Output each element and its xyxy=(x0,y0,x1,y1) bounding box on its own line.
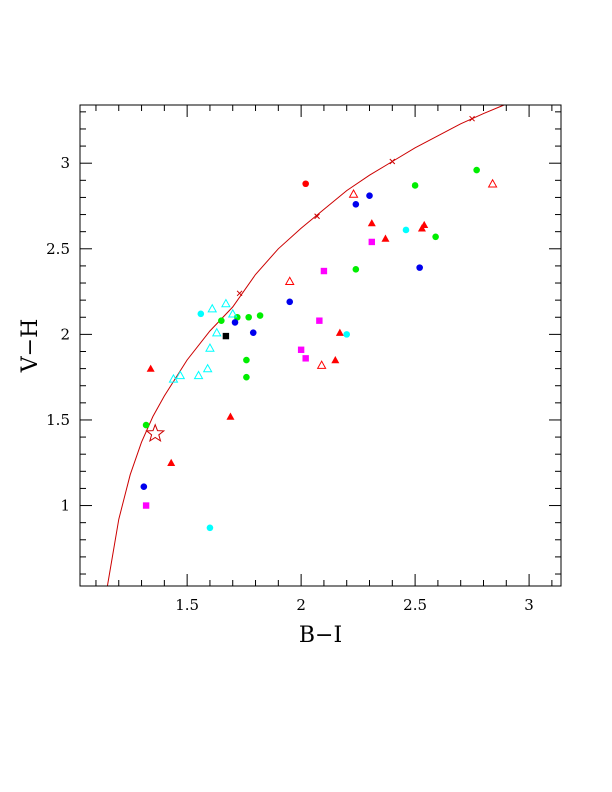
red-filled-circle-point xyxy=(302,180,309,188)
red-filled-triangle-point xyxy=(381,234,390,242)
magenta-filled-square-point xyxy=(320,267,328,275)
green-filled-circle-point xyxy=(142,421,150,429)
red-open-triangle-point xyxy=(348,188,359,198)
star-marker xyxy=(145,423,166,443)
tick-labels: 1.5 2 2.5 3 1 1.5 2 2.5 3 xyxy=(46,154,534,614)
x-tick-label: 2.5 xyxy=(403,596,427,614)
red-open-triangle-point xyxy=(487,178,498,188)
y-tick-label: 1.5 xyxy=(46,411,70,429)
red-filled-triangle-point xyxy=(167,458,176,466)
red-filled-triangle-point xyxy=(420,220,429,229)
cyan-open-triangle-point xyxy=(168,373,179,383)
plot-frame xyxy=(79,104,562,587)
curve-cross-marker xyxy=(236,290,243,297)
blue-filled-circle-point xyxy=(286,298,294,306)
blue-filled-circle-point xyxy=(366,192,373,200)
model-curve xyxy=(106,104,505,587)
cyan-filled-circle-point xyxy=(402,226,410,234)
x-tick-label: 2 xyxy=(296,596,306,614)
cyan-open-triangle-point xyxy=(202,363,213,373)
red-filled-triangle-point xyxy=(331,356,340,364)
y-axis-label: V−H xyxy=(18,319,43,374)
y-tick-label: 1 xyxy=(60,497,70,515)
cyan-filled-circle-point xyxy=(343,331,351,338)
green-filled-circle-point xyxy=(243,373,250,381)
cyan-filled-circle-point xyxy=(197,310,205,318)
green-filled-circle-point xyxy=(256,312,264,319)
x-tick-label: 3 xyxy=(524,596,534,614)
magenta-filled-square-point xyxy=(368,238,375,246)
green-filled-circle-point xyxy=(432,233,439,241)
magenta-filled-square-point xyxy=(142,502,150,509)
black-filled-square-point xyxy=(222,332,230,340)
red-filled-triangle-point xyxy=(226,412,235,420)
red-filled-triangle-point xyxy=(146,364,155,372)
cyan-filled-circle-point xyxy=(206,524,214,532)
y-tick-label: 2.5 xyxy=(46,240,70,258)
curve-cross-marker xyxy=(469,115,475,122)
magenta-filled-square-point xyxy=(302,355,309,362)
x-tick-label: 1.5 xyxy=(175,596,199,614)
green-filled-circle-point xyxy=(243,356,250,364)
cyan-open-triangle-point xyxy=(193,370,204,380)
cyan-open-triangle-point xyxy=(227,308,238,318)
green-filled-circle-point xyxy=(473,166,480,174)
blue-filled-circle-point xyxy=(249,329,257,336)
red-filled-triangle-point xyxy=(367,219,376,227)
red-open-triangle-point xyxy=(316,360,327,369)
magenta-filled-square-point xyxy=(316,317,323,324)
curve-cross-marker xyxy=(389,158,396,165)
x-axis-label: B−I xyxy=(299,623,342,648)
blue-filled-circle-point xyxy=(416,264,423,271)
green-filled-circle-point xyxy=(218,317,225,324)
cyan-open-triangle-point xyxy=(211,327,222,337)
green-filled-circle-point xyxy=(352,266,360,273)
cyan-open-triangle-point xyxy=(221,298,231,308)
y-tick-label: 3 xyxy=(60,154,70,172)
cyan-open-triangle-point xyxy=(175,370,186,380)
red-open-triangle-point xyxy=(284,276,295,286)
cyan-open-triangle-point xyxy=(205,343,215,352)
cyan-open-triangle-point xyxy=(207,303,218,313)
axis-ticks xyxy=(80,105,561,586)
curve-line xyxy=(106,104,505,587)
y-tick-label: 2 xyxy=(60,325,70,343)
blue-filled-circle-point xyxy=(140,483,148,491)
blue-filled-circle-point xyxy=(231,319,239,326)
green-filled-circle-point xyxy=(411,182,419,189)
magenta-filled-square-point xyxy=(297,346,305,353)
green-filled-circle-point xyxy=(245,313,252,321)
curve-cross-marker xyxy=(314,213,320,220)
blue-filled-circle-point xyxy=(352,200,360,208)
red-filled-triangle-point xyxy=(335,328,344,336)
data-points xyxy=(140,166,498,532)
